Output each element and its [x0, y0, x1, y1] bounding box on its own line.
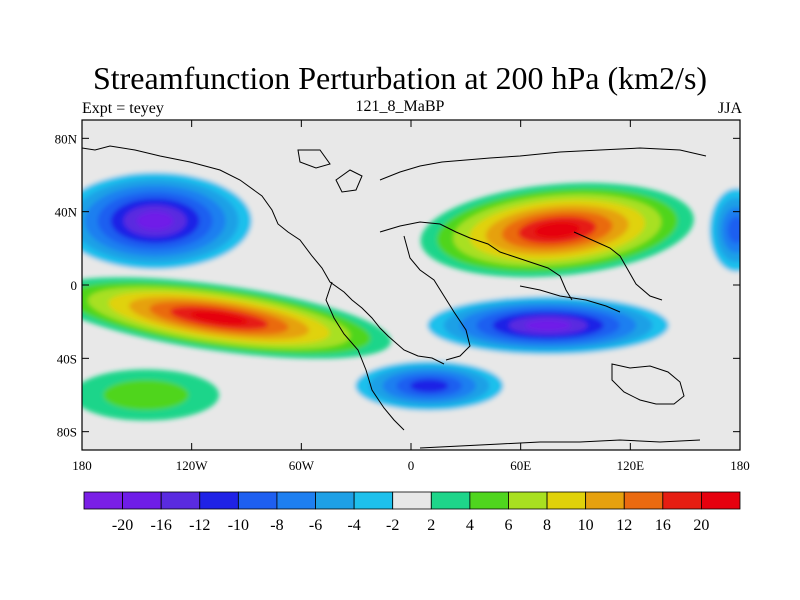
colorbar-label: -16 [151, 517, 172, 534]
y-tick-label: 40S [57, 351, 77, 366]
anomaly-cell-5 [341, 356, 518, 416]
colorbar-box [508, 491, 548, 510]
chart-title: Streamfunction Perturbation at 200 hPa (… [92, 60, 708, 96]
colorbar-box [392, 491, 432, 510]
y-tick-label: 80N [55, 131, 78, 146]
contour-band [136, 211, 174, 230]
axes: 180 120W 60W 0 60E 120E 180 80N 40N 0 40S 80S [55, 120, 750, 473]
colorbar-box [122, 491, 162, 510]
colorbar-label: 16 [655, 517, 671, 534]
x-tick-label: 180 [730, 458, 750, 473]
colorbar-label: 4 [466, 517, 474, 534]
contour-fill-layer [82, 165, 740, 421]
colorbar-box [315, 491, 355, 510]
colorbar-label: -12 [189, 517, 210, 534]
colorbar-box [199, 491, 239, 510]
x-tick-label: 60W [289, 458, 315, 473]
colorbar-box [83, 491, 123, 510]
colorbar-label: -10 [228, 517, 249, 534]
colorbar-label: 2 [427, 517, 435, 534]
anomaly-cell-2 [82, 277, 392, 359]
contour-band [534, 222, 580, 238]
contour-band [190, 311, 248, 325]
colorbar-label: -4 [347, 517, 360, 534]
y-tick-label: 0 [71, 278, 78, 293]
season-label: JJA [717, 100, 742, 117]
colorbar-box [662, 491, 702, 510]
colorbar-label: 8 [543, 517, 551, 534]
colorbar-label: 20 [693, 517, 709, 534]
colorbar-label: 12 [616, 517, 632, 534]
contour-band [525, 319, 571, 331]
colorbar-label: -2 [386, 517, 399, 534]
contour-band [103, 380, 189, 410]
colorbar-label: 6 [504, 517, 512, 534]
colorbar-box [276, 491, 316, 510]
coastline-outline [82, 145, 707, 449]
y-tick-label: 40N [55, 205, 78, 220]
experiment-label: Expt = teyey [82, 100, 164, 117]
contour-band [727, 216, 740, 244]
colorbar-label: -8 [270, 517, 283, 534]
run-label: 121_8_MaBP [355, 98, 445, 115]
colorbar-label: 10 [578, 517, 594, 534]
anomaly-cell-3 [420, 182, 694, 278]
anomaly-cell-6 [82, 369, 220, 421]
colorbar-box [701, 491, 741, 510]
anomaly-cell-1 [82, 165, 265, 276]
colorbar-box [469, 491, 509, 510]
x-tick-label: 180 [72, 458, 92, 473]
colorbar: -20 -16 -12 -10 -8 -6 -4 -2 2 4 6 8 10 12 16 20 [83, 491, 741, 534]
colorbar-box [546, 491, 587, 510]
colorbar-label: -6 [309, 517, 322, 534]
colorbar-box [585, 491, 625, 510]
y-tick-label: 80S [57, 425, 77, 440]
colorbar-box [623, 491, 664, 510]
anomaly-cell-7 [703, 178, 740, 282]
x-tick-label: 120E [617, 458, 645, 473]
colorbar-box [353, 491, 394, 510]
x-tick-label: 120W [176, 458, 209, 473]
x-tick-label: 60E [510, 458, 531, 473]
colorbar-box [237, 491, 278, 510]
colorbar-box [160, 491, 201, 510]
colorbar-box [430, 491, 471, 510]
contour-band [410, 379, 449, 393]
anomaly-cell-4 [411, 292, 686, 359]
colorbar-label: -20 [112, 517, 133, 534]
x-tick-label: 0 [408, 458, 415, 473]
